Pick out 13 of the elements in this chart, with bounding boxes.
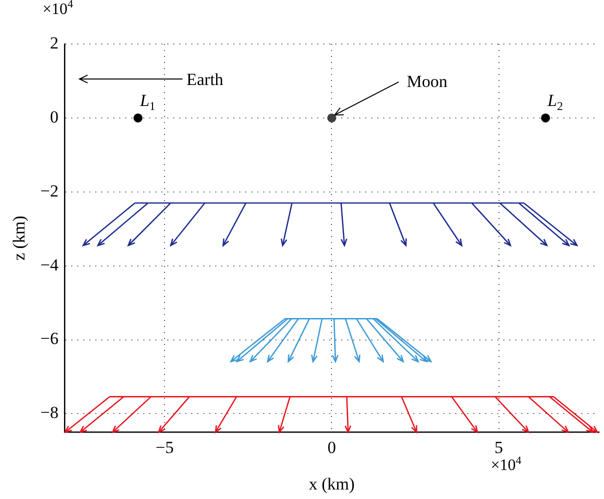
annotation: Moon [406, 72, 448, 91]
x-axis-title: x (km) [308, 474, 355, 494]
y-tick-label: −8 [40, 403, 58, 422]
y-tick-label: −4 [40, 255, 59, 274]
y-tick-label: 2 [50, 33, 58, 52]
y-tick-label: 0 [50, 107, 58, 126]
y-axis-title: z (km) [10, 216, 29, 261]
x-tick-label: 0 [327, 438, 336, 457]
annotation: Earth [186, 70, 224, 89]
y-tick-label: −6 [40, 329, 58, 348]
y-tick-label: −2 [40, 181, 58, 200]
x-tick-label: 5 [494, 438, 504, 457]
x-tick-label: −5 [156, 438, 174, 457]
